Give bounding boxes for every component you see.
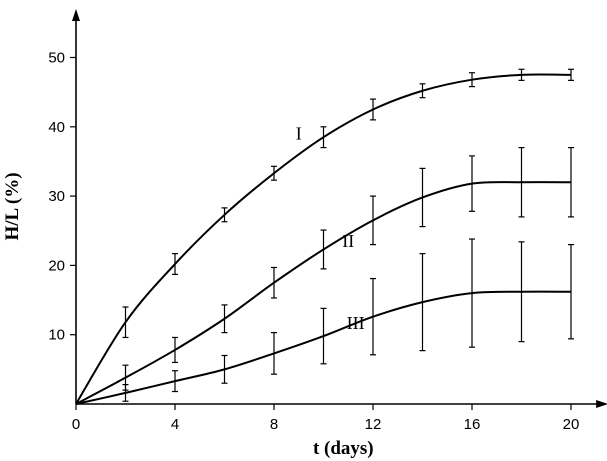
error-bar	[221, 304, 228, 334]
series-2: II	[75, 146, 574, 405]
error-bar	[320, 229, 327, 270]
y-tick-label: 50	[48, 50, 65, 67]
error-bar	[370, 277, 376, 356]
error-bar	[419, 83, 426, 99]
y-tick-label: 30	[48, 188, 65, 205]
x-tick-label: 12	[365, 416, 382, 433]
y-axis-arrow	[72, 8, 80, 21]
error-bar	[122, 306, 129, 339]
x-axis-label: t (days)	[313, 438, 374, 459]
series-3: III	[75, 238, 574, 405]
ticks: 0 4 8 12 16 20 10 20 30 40 50	[48, 50, 579, 434]
error-bar	[271, 266, 277, 299]
error-bar	[320, 307, 327, 365]
error-bar	[419, 167, 426, 228]
error-bar	[172, 370, 178, 393]
y-tick-label: 40	[48, 119, 65, 136]
error-bar	[469, 72, 475, 88]
x-tick-label: 4	[171, 416, 179, 433]
x-tick-label: 8	[270, 416, 278, 433]
x-tick-label: 0	[72, 416, 80, 433]
series-label: II	[342, 231, 354, 251]
error-bar	[370, 98, 376, 121]
error-bar	[122, 383, 129, 402]
y-axis-label: H/L (%)	[2, 172, 23, 240]
error-bar	[172, 253, 178, 276]
series-label: I	[296, 124, 302, 144]
error-bar	[469, 238, 475, 348]
error-bar	[518, 241, 525, 343]
error-bar	[320, 126, 327, 149]
error-bar	[518, 146, 525, 218]
error-bar	[568, 244, 574, 340]
error-bar	[568, 68, 574, 81]
series-1: I	[75, 68, 574, 405]
x-tick-label: 16	[464, 416, 481, 433]
axes	[72, 8, 607, 408]
error-bar	[221, 354, 228, 384]
y-tick-label: 10	[48, 327, 65, 344]
x-tick-label: 20	[563, 416, 580, 433]
x-axis-arrow	[596, 400, 607, 408]
series-line	[75, 181, 572, 405]
error-bar	[568, 146, 574, 218]
error-bar	[172, 336, 178, 364]
error-bar	[271, 165, 277, 181]
error-bar	[271, 332, 277, 375]
error-bar	[469, 155, 475, 212]
error-bar	[518, 68, 525, 81]
series-line	[75, 73, 572, 405]
y-tick-label: 20	[48, 257, 65, 274]
error-bar	[221, 207, 228, 223]
error-bar	[370, 195, 376, 246]
error-bar	[419, 253, 426, 352]
series-label: III	[347, 313, 365, 333]
